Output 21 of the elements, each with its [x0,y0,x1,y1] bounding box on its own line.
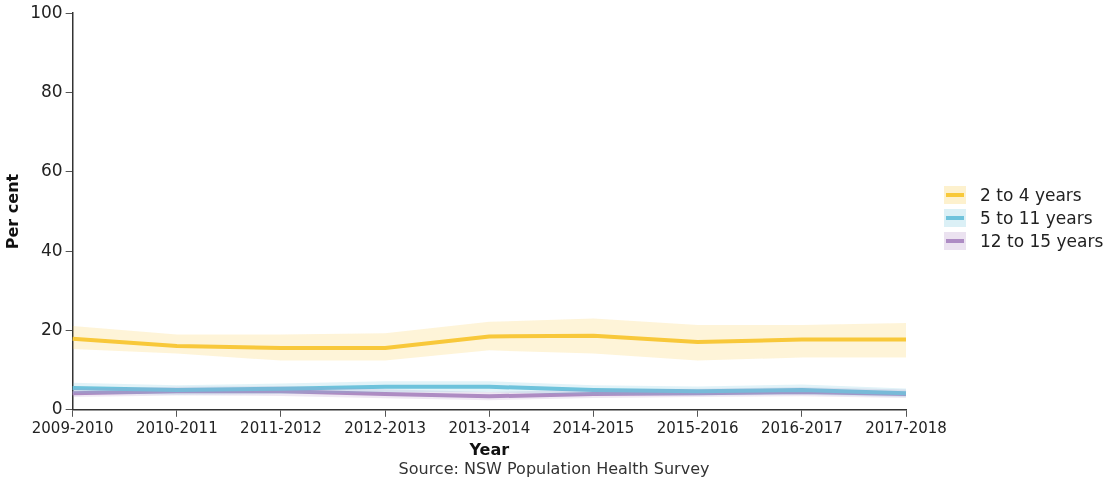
y-axis-title: Per cent [2,173,22,250]
y-tick-label: 60 [41,160,63,181]
y-tick-label: 80 [41,80,63,101]
x-tick-label: 2015-2016 [656,418,739,437]
x-tick-label: 2012-2013 [344,418,427,437]
legend-label: 5 to 11 years [980,207,1093,228]
y-tick-label: 20 [41,318,63,339]
x-tick-label: 2014-2015 [552,418,635,437]
legend-label: 2 to 4 years [980,184,1082,205]
x-axis-title: Year [468,439,510,459]
y-tick-label: 100 [30,1,63,22]
x-tick-label: 2011-2012 [240,418,322,437]
y-tick-label: 40 [41,239,63,260]
x-tick-label: 2013-2014 [448,418,531,437]
x-tick-label: 2016-2017 [760,418,843,437]
x-tick-label: 2010-2011 [135,418,218,437]
x-tick-label: 2017-2018 [865,418,947,437]
legend-label: 12 to 15 years [980,230,1104,251]
source-note: Source: NSW Population Health Survey [397,459,711,478]
y-tick-label: 0 [51,398,63,419]
x-tick-label: 2009-2010 [31,418,114,437]
